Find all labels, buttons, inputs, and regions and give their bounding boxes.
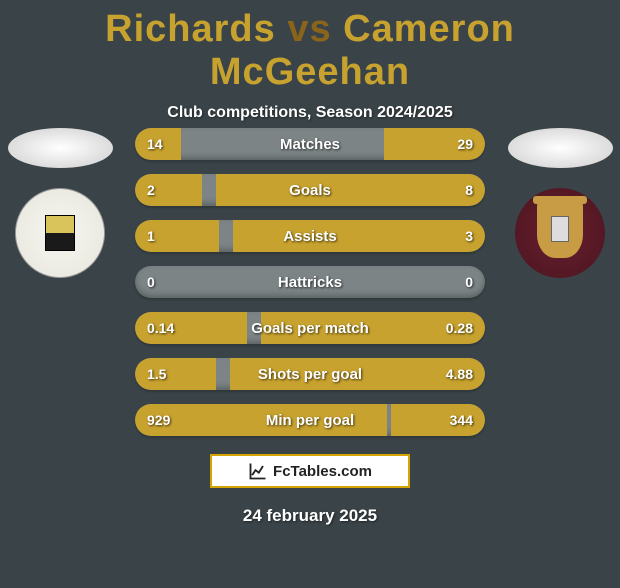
stat-value-right: 3 xyxy=(453,220,485,252)
stat-bars-container: 1429Matches28Goals13Assists00Hattricks0.… xyxy=(135,128,485,450)
stat-value-right: 8 xyxy=(453,174,485,206)
stat-row: 28Goals xyxy=(135,174,485,206)
bar-fill-right xyxy=(216,174,486,206)
stat-value-left: 2 xyxy=(135,174,167,206)
stat-value-right: 4.88 xyxy=(434,358,485,390)
bar-fill-right xyxy=(233,220,485,252)
stat-row: 1429Matches xyxy=(135,128,485,160)
stat-value-left: 1 xyxy=(135,220,167,252)
stat-row: 929344Min per goal xyxy=(135,404,485,436)
stat-value-left: 929 xyxy=(135,404,182,436)
player1-photo xyxy=(8,128,113,168)
stat-value-right: 344 xyxy=(438,404,485,436)
stat-row: 1.54.88Shots per goal xyxy=(135,358,485,390)
competition-subtitle: Club competitions, Season 2024/2025 xyxy=(0,104,620,122)
vs-text: vs xyxy=(287,8,331,50)
player2-column xyxy=(505,128,615,278)
infographic-date: 24 february 2025 xyxy=(0,506,620,526)
player1-club-crest xyxy=(15,188,105,278)
stat-value-right: 29 xyxy=(445,128,485,160)
stat-value-left: 1.5 xyxy=(135,358,178,390)
stat-row: 0.140.28Goals per match xyxy=(135,312,485,344)
stat-value-right: 0.28 xyxy=(434,312,485,344)
stat-value-left: 0.14 xyxy=(135,312,186,344)
brand-chart-icon xyxy=(248,461,268,481)
player2-club-crest xyxy=(515,188,605,278)
crest-shield-icon xyxy=(45,215,75,251)
brand-text: FcTables.com xyxy=(273,463,372,480)
stat-row: 0 0Hattricks xyxy=(135,266,485,298)
stat-value-left: 14 xyxy=(135,128,175,160)
stat-value-right: 0 xyxy=(453,266,485,298)
stat-label: Hattricks xyxy=(135,266,485,298)
brand-badge[interactable]: FcTables.com xyxy=(210,454,410,488)
stat-row: 13Assists xyxy=(135,220,485,252)
comparison-title: Richards vs Cameron McGeehan xyxy=(0,8,620,94)
crest-tower-icon xyxy=(551,216,569,242)
player1-name: Richards xyxy=(105,8,276,50)
player2-photo xyxy=(508,128,613,168)
stat-value-left: 0 xyxy=(135,266,167,298)
player1-column xyxy=(5,128,115,278)
